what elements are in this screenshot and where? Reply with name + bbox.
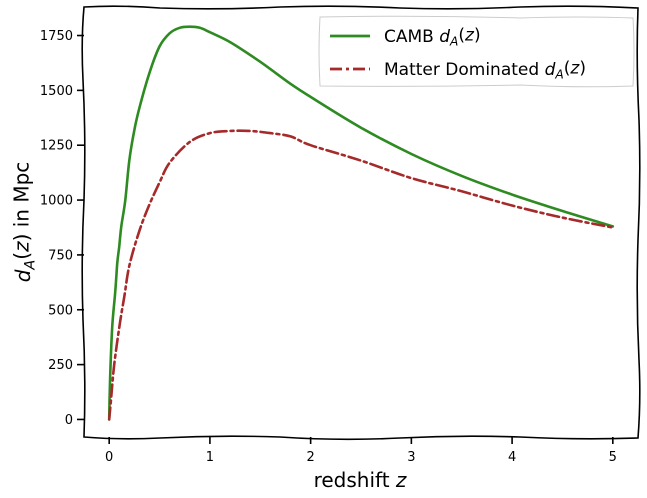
series-layer xyxy=(107,25,615,421)
y-tick-label: 750 xyxy=(48,248,73,263)
x-tick-label: 3 xyxy=(407,450,415,465)
y-tick-label: 1000 xyxy=(40,194,73,209)
x-axis-label-text: redshift xyxy=(314,468,396,492)
y-tick-label: 0 xyxy=(65,413,73,428)
legend-label: Matter Dominated dA(z) xyxy=(384,59,586,82)
y-tick-label: 1750 xyxy=(40,29,73,44)
x-axis-ticks: 0 1 2 3 4 5 xyxy=(105,437,617,465)
x-tick-label: 2 xyxy=(306,450,314,465)
series-line-camb xyxy=(107,25,615,421)
y-tick-label: 1250 xyxy=(40,139,73,154)
y-tick-label: 500 xyxy=(48,303,73,318)
x-tick-label: 1 xyxy=(206,450,214,465)
x-tick-label: 5 xyxy=(609,450,617,465)
legend-label: CAMB dA(z) xyxy=(384,26,481,49)
y-tick-label: 1500 xyxy=(40,84,73,99)
y-axis-ticks: 0 250 500 750 1000 1250 1500 1750 xyxy=(40,29,84,428)
y-tick-label: 250 xyxy=(48,358,73,373)
x-axis-label: redshift z xyxy=(314,468,407,492)
legend: CAMB dA(z) Matter Dominated dA(z) xyxy=(318,15,635,88)
series-line-matter-dominated xyxy=(107,129,615,421)
y-axis-label: dA(z) in Mpc xyxy=(9,162,38,283)
plot-frame xyxy=(81,5,641,441)
x-tick-label: 0 xyxy=(105,450,113,465)
x-tick-label: 4 xyxy=(508,450,516,465)
legend-frame xyxy=(318,15,635,88)
